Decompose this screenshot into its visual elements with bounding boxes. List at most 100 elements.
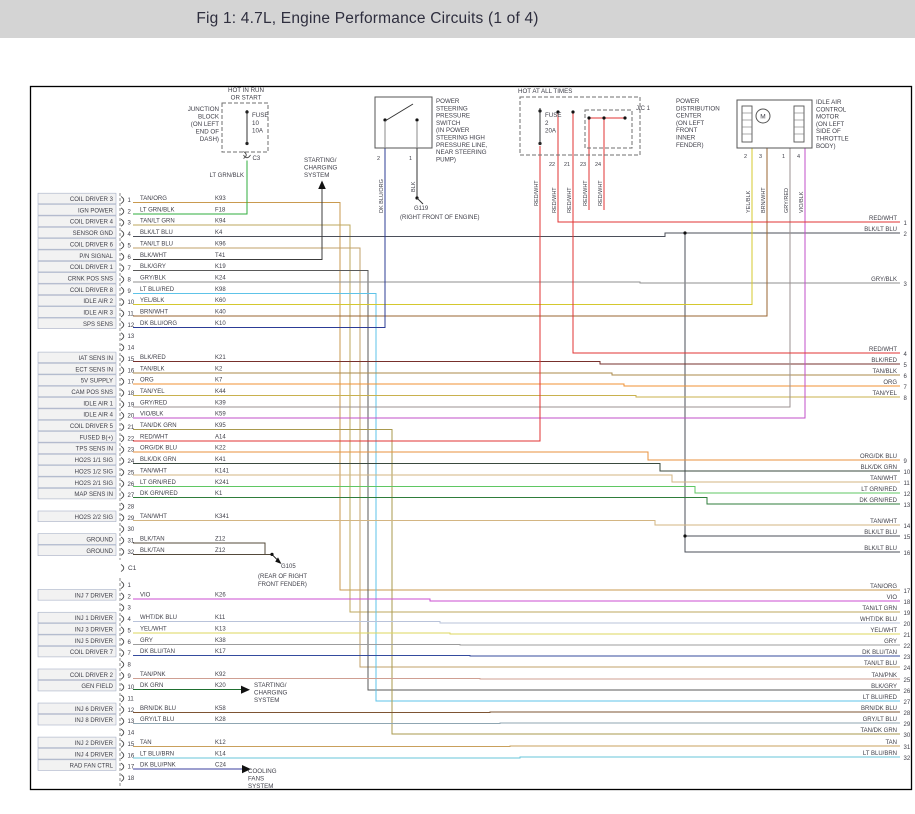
wire-color-text: TAN/WHT [140,468,167,474]
diagram-border [29,85,913,791]
right-wire-name: RED/WHT [869,347,897,353]
jb-wire-color-label: LT GRN/BLK [210,173,244,179]
wire-tan-dk-grn [133,429,900,735]
junction-block-label: JUNCTION [188,106,219,113]
wire-vio [133,598,900,602]
pin-function-label: INJ 3 DRIVER [75,627,114,633]
wire-tan-pnk [133,677,900,680]
circuit-code-text: K1 [215,491,223,497]
right-pin-number: 13 [904,503,911,509]
pin-bracket [120,411,125,420]
ps-pin-number: 1 [409,156,412,162]
pdc-fuse-wire-label: RED/WHT [534,180,540,206]
wire-lt-grn-red [133,485,900,494]
wire-color-text: DK GRN/RED [140,491,178,497]
circuit-code-text: K58 [215,706,226,712]
pin-bracket [120,603,125,612]
pin-bracket [120,740,125,748]
pin-number: 2 [128,594,132,600]
wire-color-text: LT GRN/RED [140,480,176,486]
right-wire-name: ORG/DK BLU [860,454,897,460]
right-wire-name: BLK/LT BLU [864,546,897,552]
pin-label-box [37,397,117,409]
circuit-code-text: K44 [215,389,226,395]
wire-color-text: DK BLU/ORG [140,321,177,327]
junction-dot [587,116,591,120]
pin-function-label: RAD FAN CTRL [70,764,114,770]
wire-color-text: BLK/DK GRN [140,457,176,463]
wire-color-text: BLK/TAN [140,548,165,554]
pin-label-box [37,295,117,307]
wire-color-text: TAN/PNK [140,672,166,678]
right-pin-number: 19 [904,611,911,617]
flow-arrow [275,557,282,564]
pin-label-box [37,748,117,760]
circuit-code-text: K26 [215,592,226,598]
pin-number: 17 [128,380,135,386]
pin-number: 16 [128,368,135,374]
pin-number: 18 [128,391,135,397]
pin-function-label: INJ 5 DRIVER [75,639,114,645]
wire-color-text: DK BLU/TAN [140,649,175,655]
wire-blk-red [133,360,900,365]
pin-function-label: INJ 8 DRIVER [75,718,114,724]
flow-arrow [242,765,251,774]
pin-function-label: GEN FIELD [81,684,113,690]
circuit-code-text: K92 [215,672,226,678]
wire-color-text: LT BLU/BRN [140,751,174,757]
pin-bracket [120,434,125,443]
wire-tan-yel [133,395,900,398]
pin-label-box [37,363,117,375]
pdc-label: POWER [676,98,700,105]
pdc-label: INNER [676,135,696,142]
right-pin-number: 31 [904,745,911,751]
circuit-code-text: K40 [215,310,226,316]
pdc-pin-number: 22 [549,162,555,168]
wire-color-text: BRN/WHT [140,310,168,316]
wire-color-text: ORG/DK BLU [140,446,177,452]
wire-vio-blk [133,148,806,419]
junction-dot [571,110,575,114]
pin-label-box [37,351,117,364]
pin-bracket [120,423,125,431]
circuit-code-text: K10 [215,321,226,327]
pdc-pin-number: 23 [580,162,586,168]
pin-label-box [37,249,117,261]
right-wire-name: BLK/LT BLU [864,530,897,536]
circuit-code-text: K2 [215,366,223,372]
pin-label-box [37,510,117,522]
right-pin-number: 3 [904,282,908,288]
wire-blk-wht [133,189,323,260]
fuse-label: FUSE [545,112,562,119]
hot-at-all-times-label: HOT AT ALL TIMES [518,88,572,95]
pin-function-label: COIL DRIVER 3 [70,197,114,203]
pin-bracket [120,196,125,204]
right-wire-name: TAN [885,740,897,746]
right-wire-name: LT BLU/BRN [863,751,897,757]
pin-bracket [120,615,125,623]
iac-coil-symbol [793,105,805,143]
pin-number: 15 [128,742,135,748]
pin-number: 3 [128,221,132,227]
junction-dot [623,116,627,120]
pin-function-label: IAT SENS IN [79,356,113,362]
pin-label-box [37,736,117,748]
right-pin-number: 20 [904,622,911,628]
pin-label-box [37,408,117,420]
pin-number: 7 [128,651,132,657]
pin-bracket [120,309,125,318]
pin-number: 10 [128,685,135,691]
circuit-code-text: K21 [215,355,226,361]
flow-arrow [241,685,250,694]
pin-bracket [120,751,125,760]
pin-bracket [120,377,125,386]
flow-arrow [318,180,326,189]
pin-label-box [37,238,117,250]
right-wire-name: LT BLU/RED [863,695,898,701]
wire-org-dk-blu [133,451,900,461]
gen-field-destination-label: CHARGING [254,690,288,697]
pin-label-box [37,533,117,545]
pdc-pin-number: 24 [595,162,601,168]
circuit-code-text: K14 [215,751,226,757]
right-wire-name: DK BLU/TAN [862,650,897,656]
